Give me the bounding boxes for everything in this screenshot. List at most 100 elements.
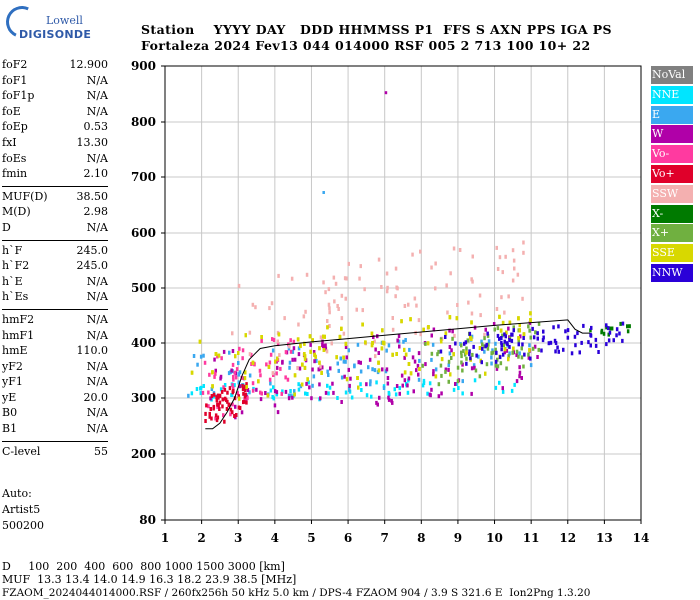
- echo-point-ssw: [445, 283, 448, 288]
- echo-point-w: [515, 379, 519, 384]
- echo-point-ssw: [386, 285, 389, 290]
- echo-point-x: [531, 346, 535, 351]
- echo-point-e: [248, 390, 251, 395]
- echo-point-nnw: [618, 331, 621, 336]
- echo-point-ssw: [358, 276, 361, 281]
- echo-point-w: [432, 327, 436, 332]
- echo-point-e: [461, 379, 464, 384]
- echo-point-vo: [201, 390, 205, 395]
- echo-point-w: [533, 344, 537, 349]
- echo-point-vo: [246, 396, 249, 401]
- echo-point-w: [230, 368, 233, 373]
- echo-point-sse: [323, 334, 326, 339]
- echo-point-w: [501, 386, 504, 391]
- echo-point-x: [512, 325, 515, 330]
- echo-point-sse: [469, 335, 472, 340]
- echo-point-vo: [203, 360, 207, 365]
- echo-point-nne: [326, 383, 329, 388]
- echo-point-w: [378, 395, 381, 400]
- echo-point-w: [519, 334, 522, 339]
- echo-point-ssw: [385, 289, 389, 294]
- echo-point-nnw: [570, 351, 574, 356]
- echo-point-vo: [232, 389, 235, 393]
- echo-point-vo: [268, 377, 272, 382]
- y-tick-label: 400: [131, 336, 156, 350]
- echo-point-e: [347, 348, 350, 353]
- echo-point-e: [418, 358, 421, 363]
- echo-point-w: [417, 372, 420, 377]
- echo-point-w: [451, 329, 454, 334]
- echo-point-vo: [275, 371, 278, 376]
- echo-point-vo: [208, 411, 211, 416]
- x-tick-label: 11: [523, 531, 540, 545]
- echo-point-x: [493, 327, 496, 332]
- echo-point-sse: [322, 334, 325, 339]
- echo-point-ssw: [415, 303, 418, 308]
- echo-point-sse: [293, 392, 296, 397]
- echo-point-vo: [222, 385, 225, 390]
- echo-point-e: [227, 371, 231, 376]
- echo-point-ssw: [446, 310, 449, 315]
- echo-point-w: [313, 359, 316, 364]
- echo-point-sse: [440, 339, 443, 344]
- echo-point-w: [503, 350, 506, 355]
- echo-point-w: [284, 389, 288, 394]
- echo-point-x: [456, 379, 460, 384]
- echo-point-nnw: [557, 324, 560, 329]
- echo-point-sse: [465, 350, 468, 355]
- echo-point-x: [466, 338, 469, 343]
- echo-point-ssw: [373, 339, 376, 344]
- echo-point-x: [461, 368, 464, 373]
- echo-point-nnw: [594, 343, 598, 348]
- echo-point-nne: [275, 392, 279, 397]
- echo-point-nne: [269, 388, 273, 393]
- echo-point-ssw: [471, 254, 474, 259]
- echo-point-nnw: [498, 355, 502, 360]
- parameter-row: foEp 0.53: [2, 120, 108, 136]
- echo-point-vo: [217, 395, 220, 400]
- echo-point-e: [494, 341, 497, 346]
- echo-point-sse: [528, 348, 531, 353]
- echo-point-sse: [211, 370, 214, 375]
- echo-point-x: [520, 346, 523, 351]
- echo-point-vo: [216, 393, 220, 398]
- echo-point-e: [237, 380, 240, 385]
- echo-point-x: [527, 352, 530, 357]
- echo-point-nne: [457, 386, 460, 390]
- echo-point-w: [359, 360, 362, 365]
- echo-point-e: [192, 354, 196, 358]
- echo-point-nnw: [540, 348, 543, 353]
- echo-point-w: [448, 345, 452, 349]
- echo-point-w: [322, 344, 325, 349]
- echo-point-x: [444, 369, 447, 374]
- echo-point-sse: [357, 385, 360, 390]
- echo-point-ssw: [330, 341, 333, 346]
- echo-point-x: [490, 351, 493, 356]
- echo-point-x: [465, 356, 468, 361]
- echo-point-ssw: [345, 276, 348, 281]
- echo-point-nne: [304, 391, 307, 396]
- echo-point-sse: [335, 355, 338, 360]
- echo-point-w: [377, 351, 380, 355]
- echo-point-nnw: [486, 331, 489, 336]
- echo-point-ssw: [231, 331, 234, 336]
- echo-point-x: [471, 352, 474, 357]
- echo-point-x: [430, 351, 434, 356]
- echo-point-sse: [522, 332, 526, 337]
- echo-point-vo: [217, 403, 220, 407]
- echo-point-e: [299, 384, 303, 389]
- echo-point-ssw: [504, 254, 507, 259]
- echo-point-w: [518, 370, 522, 375]
- echo-point-ssw: [332, 275, 336, 280]
- echo-point-vo: [231, 402, 234, 407]
- legend-item-e: E: [651, 105, 693, 124]
- echo-point-w: [214, 368, 217, 373]
- echo-point-x: [460, 354, 463, 359]
- echo-point-w: [505, 348, 509, 353]
- parameter-name: hmF1: [2, 328, 35, 342]
- header-labels: Station YYYY DAY DDD HHMMSS P1 FFS S AXN…: [141, 22, 612, 37]
- echo-point-ssw: [498, 255, 502, 260]
- legend-item-sse: SSE: [651, 244, 693, 263]
- echo-point-w: [536, 355, 539, 359]
